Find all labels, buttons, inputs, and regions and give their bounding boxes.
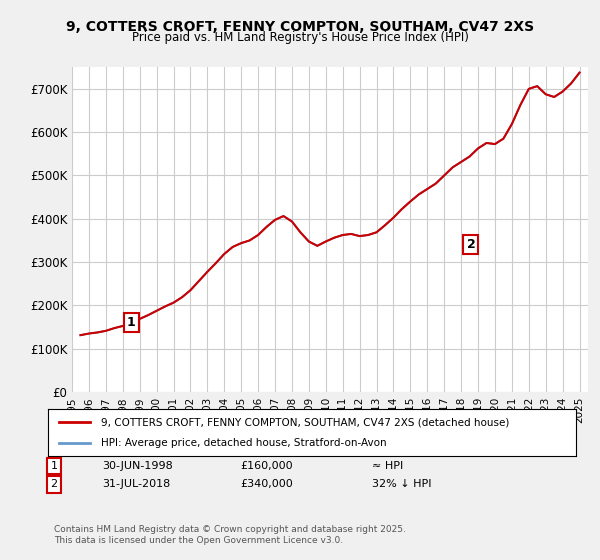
Text: 9, COTTERS CROFT, FENNY COMPTON, SOUTHAM, CV47 2XS (detached house): 9, COTTERS CROFT, FENNY COMPTON, SOUTHAM… [101, 417, 509, 427]
Text: 32% ↓ HPI: 32% ↓ HPI [372, 479, 431, 489]
Text: 1: 1 [127, 316, 136, 329]
Text: £340,000: £340,000 [240, 479, 293, 489]
Text: Price paid vs. HM Land Registry's House Price Index (HPI): Price paid vs. HM Land Registry's House … [131, 31, 469, 44]
Text: This data is licensed under the Open Government Licence v3.0.: This data is licensed under the Open Gov… [54, 536, 343, 545]
Text: 31-JUL-2018: 31-JUL-2018 [102, 479, 170, 489]
Text: £160,000: £160,000 [240, 461, 293, 471]
Text: 9, COTTERS CROFT, FENNY COMPTON, SOUTHAM, CV47 2XS: 9, COTTERS CROFT, FENNY COMPTON, SOUTHAM… [66, 20, 534, 34]
Text: HPI: Average price, detached house, Stratford-on-Avon: HPI: Average price, detached house, Stra… [101, 438, 386, 448]
Text: 1: 1 [50, 461, 58, 471]
Text: 2: 2 [50, 479, 58, 489]
Text: 30-JUN-1998: 30-JUN-1998 [102, 461, 173, 471]
Text: Contains HM Land Registry data © Crown copyright and database right 2025.: Contains HM Land Registry data © Crown c… [54, 525, 406, 534]
Text: ≈ HPI: ≈ HPI [372, 461, 403, 471]
Text: 2: 2 [467, 238, 475, 251]
